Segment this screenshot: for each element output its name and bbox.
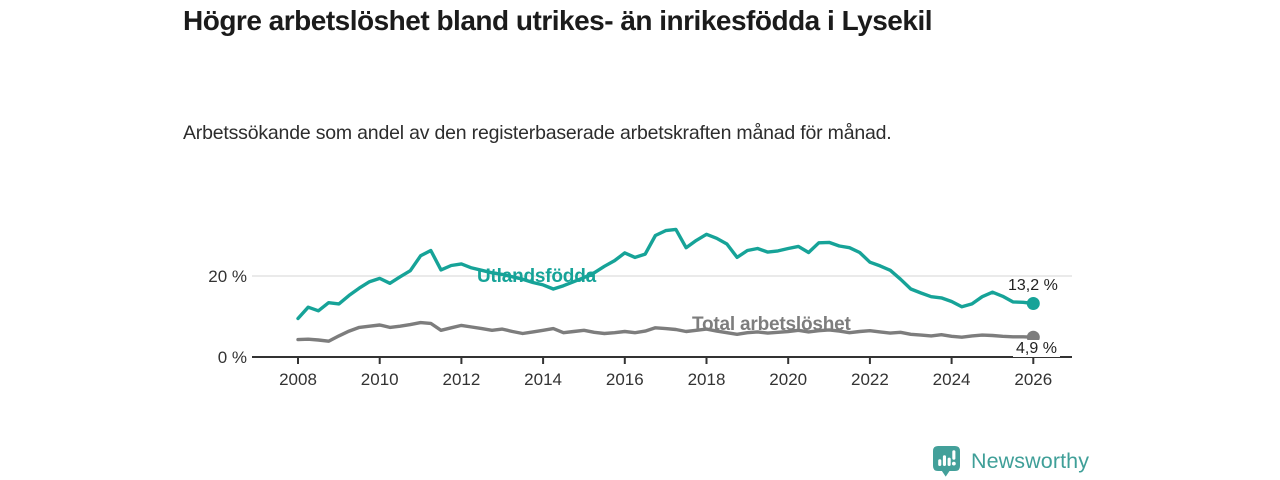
x-tick-label: 2024: [933, 370, 971, 389]
chart-title: Högre arbetslöshet bland utrikes- än inr…: [183, 5, 933, 36]
y-tick-label: 20 %: [208, 267, 247, 286]
x-tick-label: 2018: [688, 370, 726, 389]
end-value-label-total: 4,9 %: [1013, 340, 1060, 357]
series-line: [296, 320, 1036, 343]
newsworthy-logo[interactable]: Newsworthy: [931, 444, 1089, 478]
x-tick-label: 2026: [1014, 370, 1052, 389]
x-tick-label: 2010: [361, 370, 399, 389]
brand-wordmark: Newsworthy: [971, 448, 1090, 473]
series-end-dot: [1026, 297, 1040, 310]
series-label-total-arbetsloshet: Total arbetslöshet: [692, 314, 851, 335]
x-tick-label: 2012: [442, 370, 480, 389]
newsworthy-bubble-chart-icon: [933, 446, 960, 477]
end-value-label-utlandsfodda: 13,2 %: [1008, 277, 1058, 294]
series-label-utlandsfodda: Utlandsfödda: [477, 266, 596, 287]
x-tick-label: 2014: [524, 370, 562, 389]
y-tick-label: 0 %: [218, 348, 247, 367]
chart-subtitle: Arbetssökande som andel av den registerb…: [183, 122, 892, 144]
x-tick-label: 2008: [279, 370, 317, 389]
series-line: [296, 227, 1036, 321]
x-tick-label: 2022: [851, 370, 889, 389]
x-tick-label: 2016: [606, 370, 644, 389]
x-tick-label: 2020: [769, 370, 807, 389]
